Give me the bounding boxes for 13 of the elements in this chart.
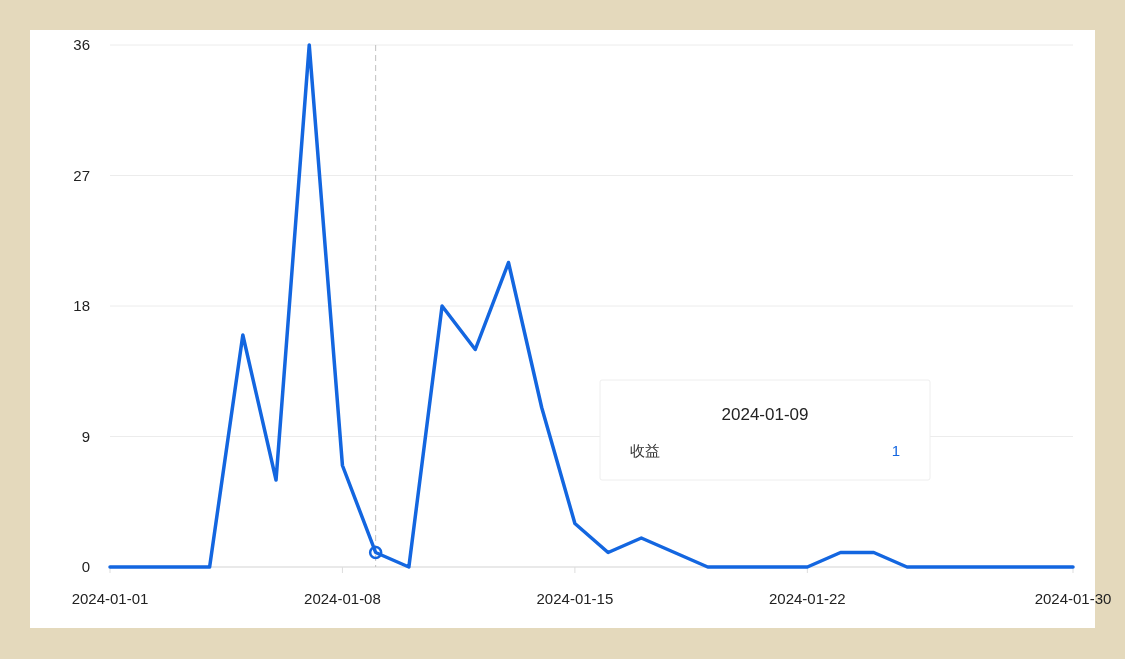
x-tick-label: 2024-01-08 — [304, 590, 381, 607]
y-tick-label: 27 — [73, 166, 90, 184]
x-tick-label: 2024-01-22 — [768, 590, 846, 607]
y-tick-label: 36 — [73, 36, 90, 54]
text: 收益 — [630, 442, 660, 459]
y-tick-label: 9 — [81, 427, 90, 445]
x-tick-label: 2024-01-15 — [536, 590, 614, 607]
y-tick-label: 18 — [73, 297, 90, 315]
x-tick-label: 2024-01-01 — [71, 590, 149, 607]
x-tick-label: 2024-01-30 — [1034, 590, 1112, 607]
annotation: 1 — [891, 442, 900, 459]
y-tick-label: 0 — [81, 558, 90, 576]
annotation: 2024-01-09 — [721, 405, 809, 424]
